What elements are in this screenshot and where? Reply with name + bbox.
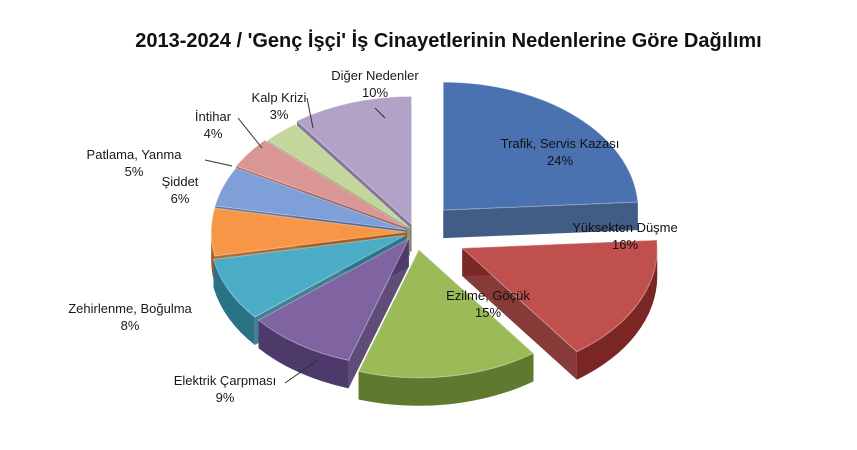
slice-top-ezilme-gocuk (357, 248, 535, 379)
slice-top-diger-nedenler (296, 95, 413, 226)
slice-label-name: Ezilme, Göçük (446, 288, 530, 303)
slice-label-name: Diğer Nedenler (331, 68, 419, 83)
leader-line-intihar (237, 117, 263, 149)
leader-line-diger-nedenler (374, 107, 386, 119)
leader-line-elektrik-carpmasi (284, 359, 319, 384)
slice-top-zehirlenme-bogulma (212, 234, 406, 318)
slice-label-name: İntihar (195, 109, 232, 124)
slice-label-value: 6% (171, 191, 190, 206)
leader-line-patlama-yanma (204, 159, 233, 167)
slice-wall-yuksekten-dusme (576, 248, 658, 380)
slice-top-kalp-krizi (266, 123, 411, 229)
slice-label-value: 4% (204, 126, 223, 141)
slice-cut-yuksekten-dusme (462, 248, 577, 380)
slice-label-value: 9% (216, 390, 235, 405)
slice-wall-ezilme-gocuk (358, 353, 534, 406)
slice-label-name: Kalp Krizi (252, 90, 307, 105)
slice-label-name: Zehirlenme, Boğulma (68, 301, 192, 316)
slice-label-name: Trafik, Servis Kazası (501, 136, 620, 151)
slice-label-value: 10% (362, 85, 388, 100)
slice-top-siddet (210, 207, 407, 257)
chart-title: 2013-2024 / 'Genç İşçi' İş Cinayetlerini… (135, 30, 762, 52)
slice-top-patlama-yanma (214, 167, 407, 231)
slice-cut-trafik-servis-kazasi (443, 202, 638, 239)
slice-label-value: 3% (270, 107, 289, 122)
slice-label-value: 8% (121, 318, 140, 333)
slice-top-intihar (235, 139, 408, 229)
slice-label-value: 24% (547, 153, 573, 168)
slice-top-trafik-servis-kazasi (442, 81, 639, 211)
slice-trafik-servis-kazasi (443, 202, 638, 239)
slice-wall-elektrik-carpmasi (258, 320, 349, 389)
slice-top-yuksekten-dusme (461, 239, 658, 353)
slice-label-name: Elektrik Çarpması (174, 373, 277, 388)
slice-label-name: Şiddet (162, 174, 199, 189)
slice-label-name: Yüksekten Düşme (572, 220, 678, 235)
leader-line-kalp-krizi (306, 97, 314, 129)
slice-top-elektrik-carpmasi (257, 237, 410, 361)
slice-label-value: 5% (125, 164, 144, 179)
slice-wall-zehirlenme-bogulma (213, 259, 255, 345)
slice-label-value: 16% (612, 237, 638, 252)
slice-cut-elektrik-carpmasi (348, 238, 409, 389)
slice-label-value: 15% (475, 305, 501, 320)
slice-label-name: Patlama, Yanma (87, 147, 183, 162)
